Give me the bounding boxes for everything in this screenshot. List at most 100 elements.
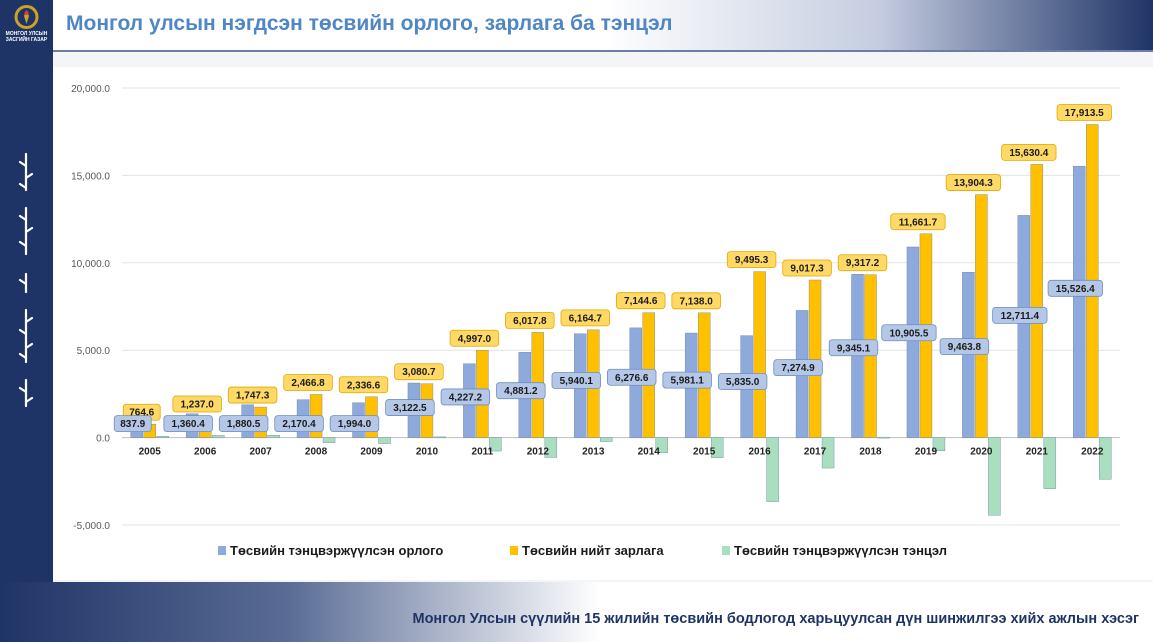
expenditure-data-label: 4,997.0 (449, 329, 500, 347)
balance-bar (710, 437, 724, 459)
revenue-data-label: 5,835.0 (717, 373, 768, 390)
revenue-data-label-text: 2,170.4 (282, 419, 316, 430)
state-emblem-icon (14, 5, 39, 29)
legend-swatch (722, 546, 730, 555)
expenditure-data-label: 1,747.3 (227, 386, 278, 404)
org-name-line2: ЗАСГИЙН ГАЗАР (5, 37, 48, 43)
revenue-data-label: 4,881.2 (496, 382, 546, 400)
expenditure-data-label-text: 13,904.3 (954, 178, 993, 189)
revenue-bar (1073, 165, 1086, 438)
expenditure-data-label-text: 4,997.0 (458, 334, 492, 345)
expenditure-data-label: 13,904.3 (945, 174, 1001, 191)
balance-bar (267, 435, 280, 438)
revenue-data-label-text: 12,711.4 (1001, 311, 1040, 322)
x-category-label: 2015 (693, 447, 716, 458)
x-category-label: 2013 (582, 447, 605, 458)
revenue-data-label-text: 7,274.9 (781, 363, 815, 374)
y-tick-label: 5,000.0 (77, 346, 111, 357)
balance-bar (489, 437, 502, 452)
revenue-data-label: 5,981.1 (662, 371, 712, 389)
expenditure-data-label-text: 17,913.5 (1065, 108, 1104, 119)
expenditure-data-label: 1,237.0 (172, 395, 222, 413)
revenue-data-label: 2,170.4 (274, 415, 324, 433)
expenditure-bar (808, 279, 822, 438)
expenditure-data-label-box (616, 292, 666, 310)
expenditure-data-label-box (671, 292, 721, 310)
balance-bar (877, 436, 890, 439)
expenditure-bar (975, 194, 988, 438)
expenditure-data-label-text: 2,466.8 (291, 378, 325, 389)
revenue-data-label-box (113, 415, 152, 433)
org-name: МОНГОЛ УЛСЫН ЗАСГИЙН ГАЗАР (0, 31, 53, 43)
legend-swatch (510, 546, 518, 555)
org-name-line1: МОНГОЛ УЛСЫН (5, 31, 48, 37)
expenditure-data-label: 15,630.4 (1001, 143, 1057, 161)
expenditure-data-label-text: 3,080.7 (402, 367, 436, 378)
balance-bar (932, 437, 946, 452)
revenue-data-label: 4,227.2 (440, 388, 491, 406)
expenditure-data-label-box (227, 386, 278, 404)
balance-bar (821, 437, 835, 469)
expenditure-data-label-text: 9,317.2 (846, 258, 880, 269)
revenue-data-label-text: 3,122.5 (393, 403, 427, 414)
revenue-data-label-box (881, 324, 937, 342)
expenditure-data-label-text: 1,747.3 (236, 391, 270, 402)
expenditure-data-label-text: 7,144.6 (624, 296, 658, 307)
revenue-data-label: 9,345.1 (828, 339, 879, 357)
expenditure-data-label-text: 9,495.3 (735, 255, 769, 266)
revenue-data-label-text: 4,881.2 (504, 386, 538, 397)
y-tick-label: 0.0 (96, 434, 110, 445)
x-category-label: 2018 (859, 447, 882, 458)
expenditure-data-label-text: 6,164.7 (569, 313, 603, 324)
expenditure-data-label-box (338, 376, 389, 394)
revenue-data-label-box (992, 306, 1048, 324)
x-category-label: 2019 (915, 447, 938, 458)
balance-bar (211, 435, 225, 438)
expenditure-data-label-box (505, 312, 555, 329)
expenditure-data-label-box (890, 213, 946, 231)
balance-bar (600, 437, 613, 442)
revenue-data-label-text: 1,994.0 (338, 419, 372, 430)
revenue-data-label-text: 9,463.8 (948, 342, 982, 353)
revenue-data-label: 9,463.8 (939, 338, 990, 356)
revenue-data-label-box (163, 415, 213, 433)
legend-label: Төсвийн нийт зарлага (522, 543, 664, 558)
revenue-data-label-box (1047, 279, 1103, 297)
expenditure-data-label-box (394, 363, 444, 381)
expenditure-data-label-text: 7,138.0 (679, 296, 713, 307)
revenue-data-label-text: 1,360.4 (171, 419, 205, 430)
revenue-bar (1017, 215, 1031, 438)
balance-bar (378, 437, 391, 444)
expenditure-data-label-text: 764.6 (129, 408, 154, 419)
revenue-data-label: 837.9 (113, 415, 152, 433)
header-divider (53, 50, 1153, 52)
revenue-data-label: 5,940.1 (551, 372, 601, 389)
expenditure-data-label: 6,017.8 (505, 312, 555, 329)
balance-bar (655, 437, 668, 453)
balance-bar (433, 436, 447, 439)
expenditure-data-label-box (1056, 104, 1112, 121)
balance-bar (1043, 437, 1057, 489)
legend-swatch (218, 546, 226, 555)
revenue-data-label-text: 4,227.2 (449, 392, 483, 403)
expenditure-data-label-box (837, 254, 888, 272)
expenditure-data-label-box (945, 174, 1001, 191)
x-category-label: 2006 (194, 447, 217, 458)
expenditure-data-label-box (560, 309, 610, 327)
revenue-data-label-box (551, 372, 601, 389)
legend-label: Төсвийн тэнцвэржүүлсэн орлого (230, 543, 443, 558)
revenue-data-label-box (329, 415, 380, 433)
expenditure-data-label: 2,466.8 (283, 374, 333, 391)
revenue-data-label-box (607, 368, 657, 386)
x-category-label: 2007 (249, 447, 272, 458)
revenue-data-label: 1,994.0 (329, 415, 380, 433)
mongolian-script-graphic (18, 152, 34, 408)
sidebar: МОНГОЛ УЛСЫН ЗАСГИЙН ГАЗАР (0, 0, 53, 642)
revenue-data-label: 10,905.5 (881, 324, 937, 342)
expenditure-bar (864, 274, 877, 438)
expenditure-data-label-box (1001, 143, 1057, 161)
revenue-data-label-text: 5,940.1 (560, 376, 594, 387)
revenue-data-label-box (440, 388, 491, 406)
y-tick-label: -5,000.0 (73, 521, 110, 532)
